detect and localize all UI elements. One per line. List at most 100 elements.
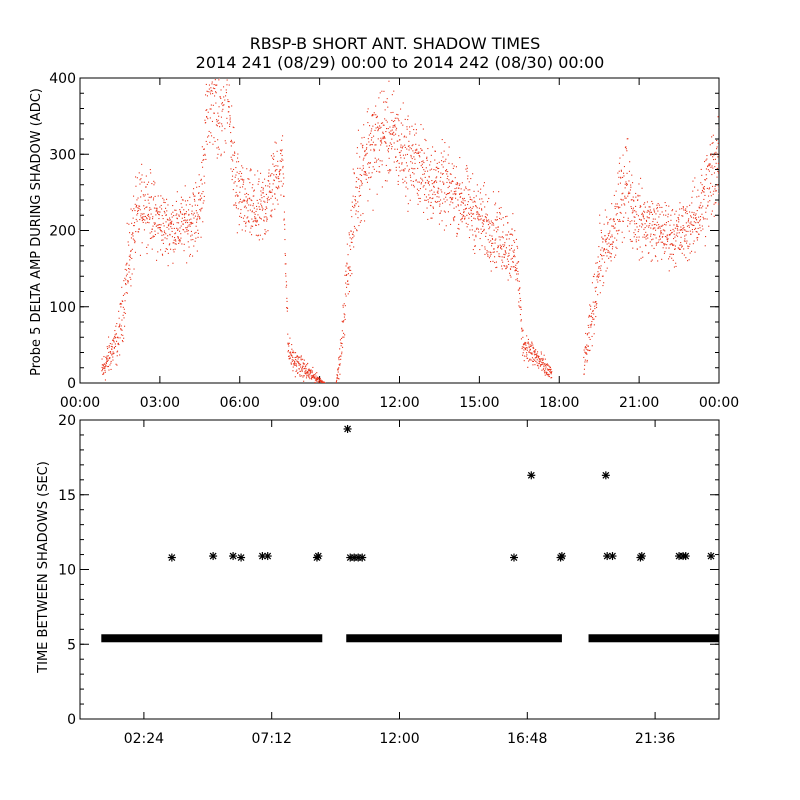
amplitude-point <box>539 361 541 363</box>
amplitude-point <box>445 196 447 198</box>
amplitude-point <box>237 195 239 197</box>
amplitude-point <box>718 172 719 174</box>
amplitude-point <box>603 223 605 225</box>
amplitude-point <box>267 230 269 232</box>
amplitude-point <box>678 214 680 216</box>
amplitude-point <box>663 244 665 246</box>
amplitude-point <box>659 238 661 240</box>
amplitude-point <box>152 199 154 201</box>
amplitude-point <box>672 228 674 230</box>
amplitude-point <box>146 253 148 255</box>
amplitude-point <box>693 221 695 223</box>
amplitude-point <box>127 282 129 284</box>
amplitude-point <box>664 223 666 225</box>
amplitude-point <box>620 176 622 178</box>
amplitude-point <box>382 132 384 134</box>
amplitude-point <box>591 321 593 323</box>
amplitude-point <box>229 115 231 117</box>
amplitude-point <box>546 364 548 366</box>
amplitude-point <box>128 264 130 266</box>
amplitude-point <box>133 225 135 227</box>
amplitude-point <box>674 213 676 215</box>
amplitude-point <box>383 101 385 103</box>
amplitude-point <box>342 336 344 338</box>
amplitude-point <box>466 167 468 169</box>
amplitude-point <box>632 209 634 211</box>
interval-point <box>343 424 352 433</box>
amplitude-point <box>355 181 357 183</box>
amplitude-point <box>117 342 119 344</box>
amplitude-point <box>372 141 374 143</box>
amplitude-point <box>490 240 492 242</box>
amplitude-point <box>314 379 316 381</box>
amplitude-point <box>535 349 537 351</box>
amplitude-point <box>169 222 171 224</box>
amplitude-point <box>477 216 479 218</box>
amplitude-point <box>597 276 599 278</box>
amplitude-point <box>257 214 259 216</box>
amplitude-point <box>516 262 518 264</box>
amplitude-point <box>636 213 638 215</box>
amplitude-point <box>198 174 200 176</box>
amplitude-point <box>140 215 142 217</box>
amplitude-point <box>184 213 186 215</box>
amplitude-point <box>242 200 244 202</box>
amplitude-point <box>599 267 601 269</box>
amplitude-point <box>112 356 114 358</box>
amplitude-point <box>405 136 407 138</box>
amplitude-point <box>232 189 234 191</box>
amplitude-point <box>152 225 154 227</box>
amplitude-point <box>277 176 279 178</box>
amplitude-point <box>110 360 112 362</box>
amplitude-point <box>192 255 194 257</box>
amplitude-point <box>674 248 676 250</box>
amplitude-point <box>383 90 385 92</box>
amplitude-point <box>588 326 590 328</box>
amplitude-point <box>140 190 142 192</box>
amplitude-point <box>638 183 640 185</box>
amplitude-point <box>509 233 511 235</box>
amplitude-point <box>255 221 257 223</box>
amplitude-point <box>460 219 462 221</box>
amplitude-point <box>110 345 112 347</box>
amplitude-point <box>508 252 510 254</box>
amplitude-point <box>407 119 409 121</box>
amplitude-point <box>495 267 497 269</box>
amplitude-point <box>337 369 339 371</box>
amplitude-point <box>263 196 265 198</box>
amplitude-point <box>641 226 643 228</box>
amplitude-point <box>144 208 146 210</box>
amplitude-point <box>208 88 210 90</box>
amplitude-point <box>511 228 513 230</box>
amplitude-point <box>599 260 601 262</box>
amplitude-point <box>507 255 509 257</box>
amplitude-point <box>435 180 437 182</box>
amplitude-point <box>205 158 207 160</box>
amplitude-point <box>208 84 210 86</box>
amplitude-point <box>389 126 391 128</box>
amplitude-point <box>292 350 294 352</box>
amplitude-point <box>227 99 229 101</box>
amplitude-point <box>310 370 312 372</box>
amplitude-point <box>524 348 526 350</box>
amplitude-point <box>189 203 191 205</box>
amplitude-point <box>377 130 379 132</box>
amplitude-point <box>105 365 107 367</box>
amplitude-point <box>462 199 464 201</box>
amplitude-point <box>208 75 209 76</box>
amplitude-point <box>136 204 138 206</box>
interval-point <box>314 552 323 561</box>
amplitude-point <box>181 217 183 219</box>
amplitude-point <box>147 214 149 216</box>
amplitude-point <box>699 219 701 221</box>
amplitude-point <box>646 201 648 203</box>
amplitude-point <box>597 273 599 275</box>
amplitude-point <box>134 242 136 244</box>
amplitude-point <box>397 140 399 142</box>
x-tick-label: 06:00 <box>220 395 260 411</box>
amplitude-point <box>443 210 445 212</box>
amplitude-point <box>181 199 183 201</box>
amplitude-point <box>353 225 355 227</box>
amplitude-point <box>110 351 112 353</box>
amplitude-point <box>392 111 394 113</box>
